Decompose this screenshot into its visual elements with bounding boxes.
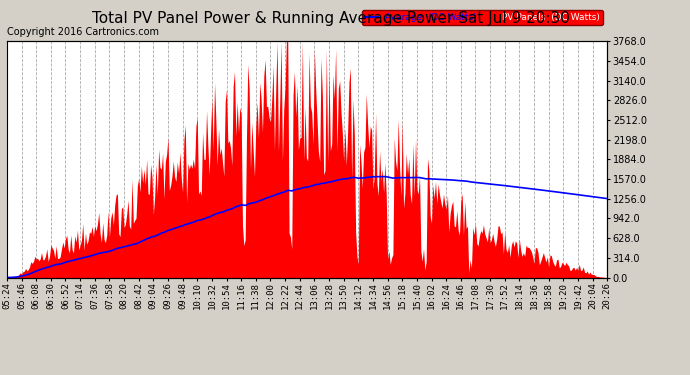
Text: Copyright 2016 Cartronics.com: Copyright 2016 Cartronics.com <box>7 27 159 36</box>
Text: Total PV Panel Power & Running Average Power Sat Jul 9 20:30: Total PV Panel Power & Running Average P… <box>92 11 570 26</box>
Legend: Average  (DC Watts), PV Panels  (DC Watts): Average (DC Watts), PV Panels (DC Watts) <box>362 10 602 25</box>
